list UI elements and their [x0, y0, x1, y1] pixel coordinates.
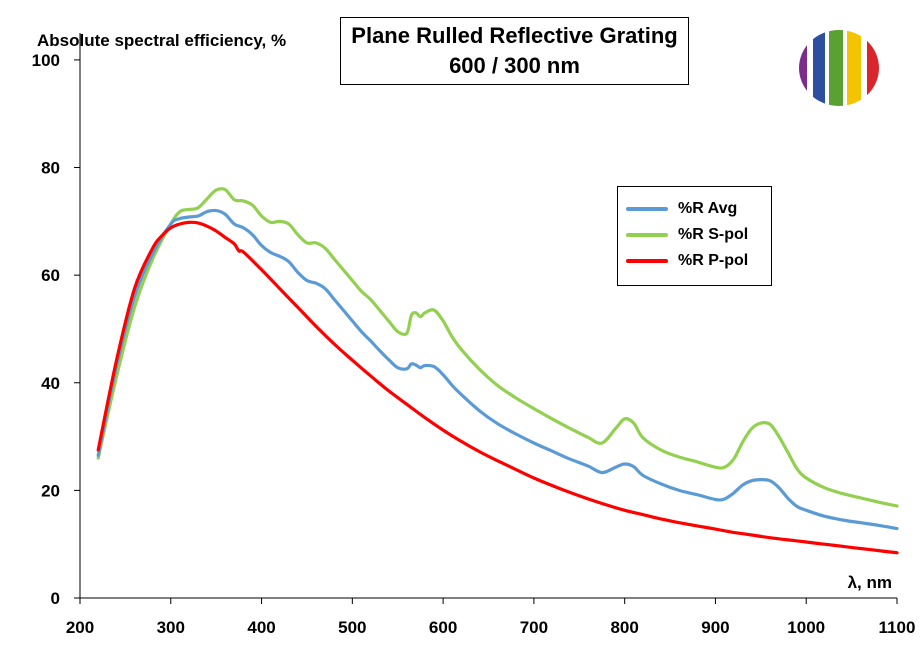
y-tick-label: 20: [41, 481, 60, 500]
legend-item-p-pol: %R P-pol: [618, 248, 771, 274]
legend-label-s-pol: %R S-pol: [678, 226, 749, 243]
y-axis-title: Absolute spectral efficiency, %: [37, 31, 286, 50]
logo-stripe: [799, 30, 807, 106]
logo-stripe: [847, 30, 861, 106]
x-tick-label: 1100: [879, 618, 916, 637]
x-tick-label: 500: [338, 618, 366, 637]
chart-title-box: Plane Rulled Reflective Grating 600 / 30…: [340, 17, 689, 85]
x-tick-label: 300: [157, 618, 185, 637]
series-p-pol-line: [96, 220, 899, 555]
chart-title: Plane Rulled Reflective Grating: [351, 23, 678, 48]
logo-stripe: [813, 30, 825, 106]
x-tick-label: 200: [66, 618, 94, 637]
logo-stripes: [799, 30, 879, 106]
y-tick-label: 100: [32, 51, 60, 70]
series-lines: [96, 187, 899, 555]
x-tick-label: 400: [247, 618, 275, 637]
chart-subtitle: 600 / 300 nm: [449, 53, 580, 78]
legend-swatch-p-pol: [626, 259, 668, 263]
legend-label-avg: %R Avg: [678, 200, 738, 217]
y-tick-label: 40: [41, 374, 60, 393]
x-axis-title: λ, nm: [848, 573, 892, 592]
axes: [79, 33, 897, 599]
x-tick-label: 1000: [787, 618, 825, 637]
series-avg-line: [96, 208, 899, 531]
legend-item-s-pol: %R S-pol: [618, 222, 771, 248]
legend: %R Avg %R S-pol %R P-pol: [617, 186, 772, 286]
logo-stripe: [829, 30, 843, 106]
y-tick-label: 80: [41, 159, 60, 178]
logo-stripe: [867, 30, 879, 106]
x-tick-label: 700: [520, 618, 548, 637]
y-tick-label: 60: [41, 266, 60, 285]
x-tick-label: 800: [610, 618, 638, 637]
x-tick-label: 600: [429, 618, 457, 637]
y-tick-label: 0: [51, 589, 60, 608]
legend-swatch-s-pol: [626, 233, 668, 237]
x-axis-ticks: 200 300 400 500 600 700 800 900 1000 1100: [66, 598, 916, 637]
series-s-pol-line: [96, 187, 899, 508]
y-axis-ticks: 0 20 40 60 80 100: [32, 51, 80, 608]
x-tick-label: 900: [701, 618, 729, 637]
legend-label-p-pol: %R P-pol: [678, 252, 749, 269]
legend-swatch-avg: [626, 207, 668, 211]
legend-item-avg: %R Avg: [618, 196, 771, 222]
company-logo: [799, 30, 879, 106]
